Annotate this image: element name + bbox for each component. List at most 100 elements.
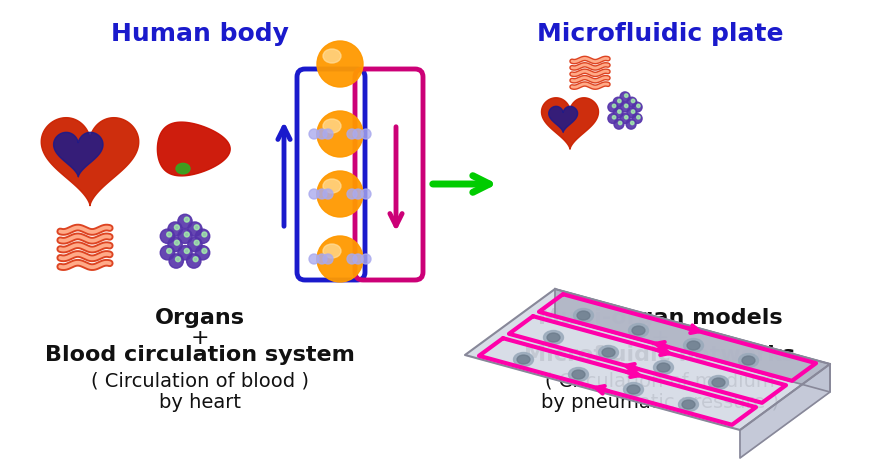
Circle shape — [184, 249, 189, 254]
Circle shape — [361, 254, 371, 264]
Circle shape — [201, 249, 207, 254]
Circle shape — [187, 223, 202, 237]
Circle shape — [612, 105, 616, 108]
Circle shape — [178, 215, 192, 229]
Circle shape — [618, 122, 622, 125]
Circle shape — [317, 190, 327, 200]
Circle shape — [178, 230, 192, 244]
Ellipse shape — [712, 378, 725, 387]
Ellipse shape — [602, 348, 615, 357]
Ellipse shape — [709, 375, 729, 390]
Ellipse shape — [317, 42, 363, 88]
Circle shape — [347, 254, 357, 264]
Circle shape — [309, 130, 319, 140]
Circle shape — [168, 223, 182, 237]
Ellipse shape — [323, 50, 341, 64]
Circle shape — [608, 103, 618, 113]
Circle shape — [347, 130, 357, 140]
Circle shape — [627, 98, 637, 108]
Polygon shape — [158, 123, 230, 177]
Ellipse shape — [323, 179, 341, 194]
Text: Microfluidic networks: Microfluidic networks — [525, 344, 795, 364]
Text: Human body: Human body — [111, 22, 289, 46]
Circle shape — [620, 114, 630, 124]
Ellipse shape — [628, 324, 648, 338]
Ellipse shape — [176, 164, 190, 174]
Ellipse shape — [572, 370, 585, 379]
Polygon shape — [740, 364, 830, 458]
Circle shape — [317, 130, 327, 140]
Circle shape — [608, 114, 618, 124]
Circle shape — [194, 225, 199, 230]
Ellipse shape — [317, 172, 363, 218]
Circle shape — [193, 257, 198, 262]
Polygon shape — [548, 107, 577, 133]
Ellipse shape — [632, 326, 645, 335]
Ellipse shape — [627, 385, 640, 394]
Circle shape — [620, 103, 630, 113]
Circle shape — [361, 190, 371, 200]
Circle shape — [323, 130, 333, 140]
Circle shape — [187, 238, 202, 252]
Ellipse shape — [543, 331, 563, 345]
Circle shape — [353, 190, 363, 200]
Polygon shape — [555, 289, 830, 392]
Circle shape — [347, 190, 357, 200]
Ellipse shape — [317, 236, 363, 282]
Polygon shape — [41, 118, 138, 207]
Ellipse shape — [653, 361, 674, 375]
Ellipse shape — [569, 368, 589, 382]
Circle shape — [175, 257, 180, 262]
Ellipse shape — [742, 356, 755, 365]
Circle shape — [323, 254, 333, 264]
Circle shape — [620, 93, 630, 102]
Ellipse shape — [574, 309, 594, 323]
Circle shape — [618, 100, 621, 103]
Circle shape — [174, 241, 180, 246]
Circle shape — [168, 238, 182, 252]
Circle shape — [632, 111, 635, 114]
Ellipse shape — [687, 341, 700, 350]
Circle shape — [187, 254, 201, 269]
Circle shape — [323, 190, 333, 200]
Circle shape — [195, 246, 209, 260]
Circle shape — [613, 98, 623, 108]
Circle shape — [627, 109, 637, 118]
Text: ( Circulation of medium: ( Circulation of medium — [545, 371, 775, 390]
Circle shape — [637, 105, 640, 108]
Circle shape — [625, 116, 628, 120]
Circle shape — [166, 232, 172, 237]
Circle shape — [625, 105, 628, 108]
Circle shape — [195, 230, 209, 244]
Ellipse shape — [679, 397, 698, 412]
Ellipse shape — [598, 346, 618, 360]
Ellipse shape — [323, 245, 341, 258]
Circle shape — [317, 254, 327, 264]
Polygon shape — [541, 99, 598, 150]
Circle shape — [184, 232, 189, 237]
Ellipse shape — [738, 354, 759, 368]
Circle shape — [626, 120, 636, 130]
Circle shape — [637, 116, 640, 120]
Circle shape — [309, 190, 319, 200]
Ellipse shape — [547, 333, 560, 342]
Circle shape — [169, 254, 183, 269]
Circle shape — [178, 246, 192, 260]
Ellipse shape — [683, 339, 703, 353]
Ellipse shape — [624, 383, 644, 397]
Circle shape — [174, 225, 180, 230]
Circle shape — [631, 122, 634, 125]
Circle shape — [361, 130, 371, 140]
Circle shape — [614, 120, 624, 130]
Circle shape — [353, 254, 363, 264]
Ellipse shape — [577, 311, 590, 320]
Circle shape — [309, 254, 319, 264]
Circle shape — [194, 241, 199, 246]
Circle shape — [618, 111, 621, 114]
Ellipse shape — [657, 363, 670, 372]
Circle shape — [166, 249, 172, 254]
Circle shape — [353, 130, 363, 140]
Circle shape — [184, 218, 189, 223]
Text: Blood circulation system: Blood circulation system — [45, 344, 355, 364]
Polygon shape — [53, 133, 103, 178]
